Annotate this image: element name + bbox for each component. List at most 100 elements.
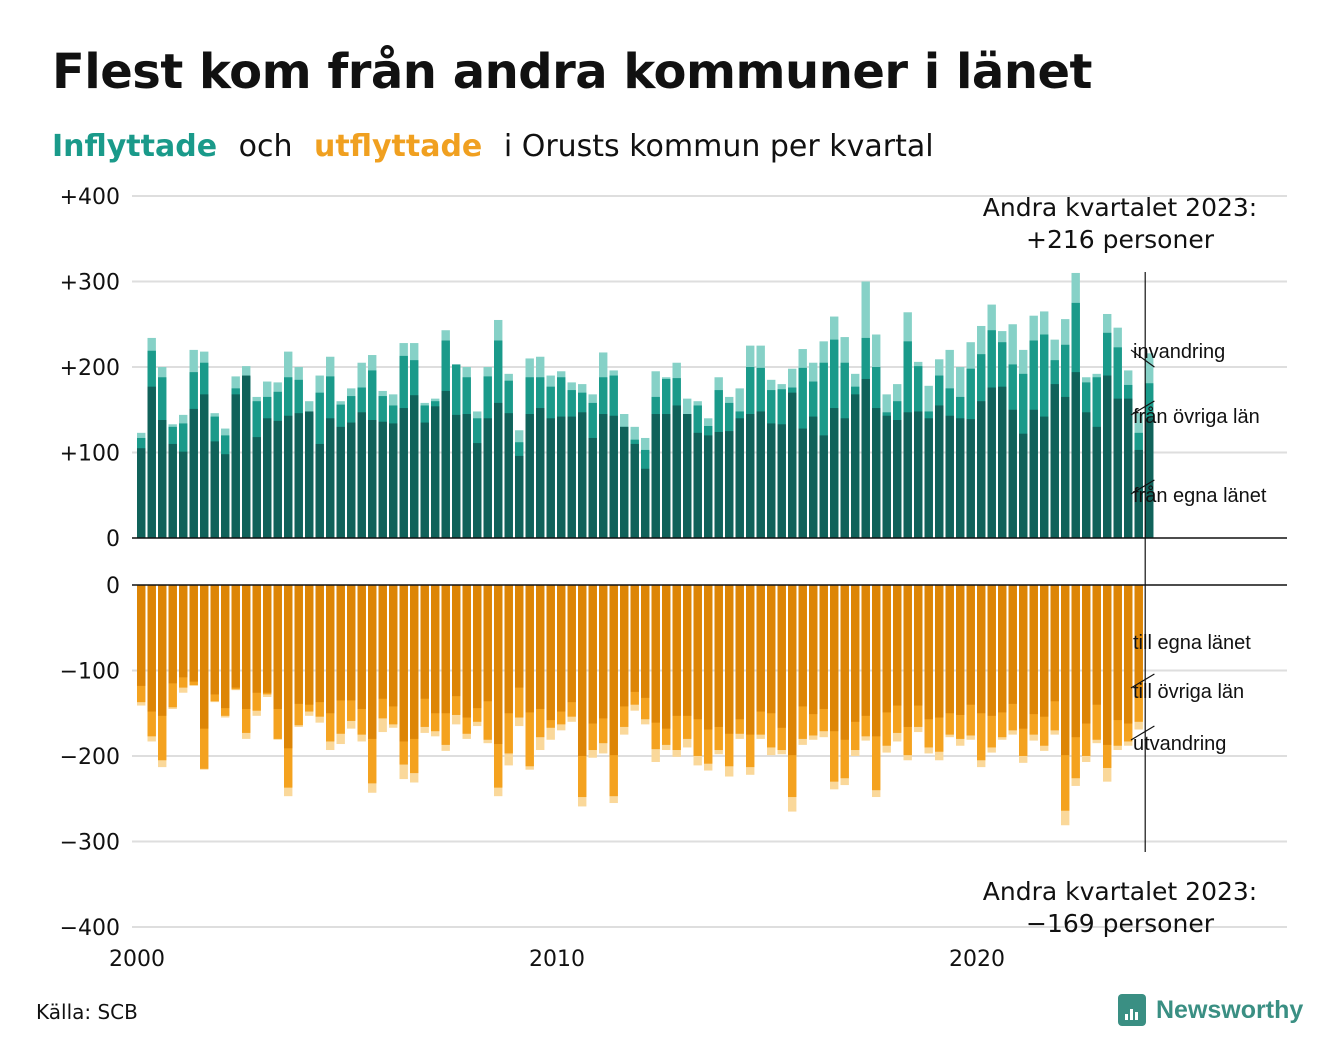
bar-out-egna: [357, 585, 366, 709]
bar-in-egna: [851, 394, 860, 538]
annotation-bottom: −169 personer: [1026, 909, 1215, 938]
bar-out-egna: [189, 585, 198, 682]
bar-in-egna: [137, 448, 146, 538]
bar-out-egna: [200, 585, 209, 729]
bar-out-egna: [914, 585, 923, 706]
bar-in-egna: [557, 416, 566, 538]
bar-in-egna: [840, 418, 849, 538]
bar-out-egna: [1113, 585, 1122, 721]
bar-in-egna: [945, 415, 954, 538]
subtitle-utflyttade: utflyttade: [314, 129, 483, 164]
subtitle-rest: i Orusts kommun per kvartal: [503, 129, 934, 164]
bar-out-egna: [1092, 585, 1101, 705]
bar-in-egna: [651, 414, 660, 538]
bar-in-egna: [588, 437, 597, 538]
bar-out-egna: [662, 585, 671, 729]
bar-in-egna: [966, 419, 975, 538]
bar-out-egna: [861, 585, 870, 716]
bar-out-egna: [336, 585, 345, 701]
bar-out-egna: [903, 585, 912, 727]
bar-in-egna: [242, 375, 251, 538]
bar-in-egna: [809, 416, 818, 538]
bar-out-egna: [347, 585, 356, 701]
bar-out-egna: [567, 585, 576, 703]
bar-in-egna: [882, 415, 891, 538]
bar-in-egna: [683, 414, 692, 538]
bar-in-egna: [168, 443, 177, 538]
bar-in-egna: [494, 402, 503, 538]
chart-subtitle: Inflyttade och utflyttade i Orusts kommu…: [52, 128, 946, 166]
bar-out-egna: [137, 585, 146, 686]
bar-in-egna: [767, 423, 776, 538]
bar-out-egna: [830, 585, 839, 732]
bar-in-egna: [987, 387, 996, 538]
bar-in-egna: [1040, 416, 1049, 538]
label-till-ovriga-lan: till övriga län: [1133, 681, 1244, 703]
bar-in-egna: [1061, 396, 1070, 538]
bar-out-egna: [168, 585, 177, 684]
y-tick-label-top: 0: [106, 527, 120, 552]
bar-out-egna: [924, 585, 933, 720]
bar-in-egna: [819, 435, 828, 538]
bar-out-egna: [263, 585, 272, 693]
bar-out-egna: [315, 585, 324, 703]
leader-line: [1130, 673, 1155, 689]
bar-out-egna: [462, 585, 471, 718]
bar-out-egna: [882, 585, 891, 713]
bar-out-egna: [641, 585, 650, 698]
bar-in-egna: [998, 386, 1007, 538]
bar-out-egna: [221, 585, 230, 709]
bar-out-egna: [305, 585, 314, 705]
bar-in-egna: [210, 441, 219, 538]
bar-out-egna: [872, 585, 881, 737]
bar-in-egna: [515, 455, 524, 538]
bar-in-egna: [357, 412, 366, 538]
bar-in-egna: [1071, 372, 1080, 538]
bar-out-egna: [756, 585, 765, 712]
bar-out-egna: [788, 585, 797, 756]
bar-out-egna: [147, 585, 156, 712]
label-invandring: invandring: [1133, 341, 1225, 363]
bar-out-egna: [158, 585, 167, 716]
subtitle-och: och: [238, 129, 293, 164]
bar-in-egna: [483, 418, 492, 538]
bar-out-egna: [714, 585, 723, 727]
bar-out-egna: [1050, 585, 1059, 702]
y-tick-label-top: +300: [60, 271, 120, 296]
bar-in-egna: [1113, 398, 1122, 538]
annotation-bottom: Andra kvartalet 2023:: [983, 877, 1257, 906]
bar-out-egna: [1019, 585, 1028, 729]
bar-in-egna: [893, 420, 902, 538]
bar-in-egna: [872, 408, 881, 538]
bar-out-egna: [410, 585, 419, 739]
label-fran-egna-lanet: från egna länet: [1133, 485, 1267, 507]
bar-in-egna: [536, 408, 545, 538]
bar-in-egna: [420, 422, 429, 538]
label-utvandring: utvandring: [1133, 733, 1226, 755]
grid-lines: [132, 195, 1287, 928]
bar-out-egna: [326, 585, 335, 714]
bar-out-egna: [420, 585, 429, 699]
bar-out-egna: [725, 585, 734, 734]
bar-in-egna: [1103, 375, 1112, 538]
bar-out-egna: [798, 585, 807, 707]
bar-out-egna: [1008, 585, 1017, 704]
bar-out-egna: [494, 585, 503, 745]
bar-in-egna: [252, 437, 261, 538]
bar-in-egna: [326, 418, 335, 538]
bar-in-egna: [1019, 433, 1028, 538]
bar-out-egna: [1071, 585, 1080, 738]
bar-in-egna: [378, 421, 387, 538]
bar-out-egna: [536, 585, 545, 709]
bar-out-egna: [620, 585, 629, 707]
y-tick-label-bottom: −300: [60, 831, 120, 856]
bar-in-egna: [273, 420, 282, 538]
y-tick-label-bottom: −400: [60, 916, 120, 941]
bar-out-egna: [473, 585, 482, 709]
bar-in-egna: [746, 414, 755, 538]
bar-out-egna: [683, 585, 692, 716]
bar-out-egna: [651, 585, 660, 723]
subtitle-inflyttade: Inflyttade: [52, 129, 218, 164]
bar-in-egna: [284, 415, 293, 538]
